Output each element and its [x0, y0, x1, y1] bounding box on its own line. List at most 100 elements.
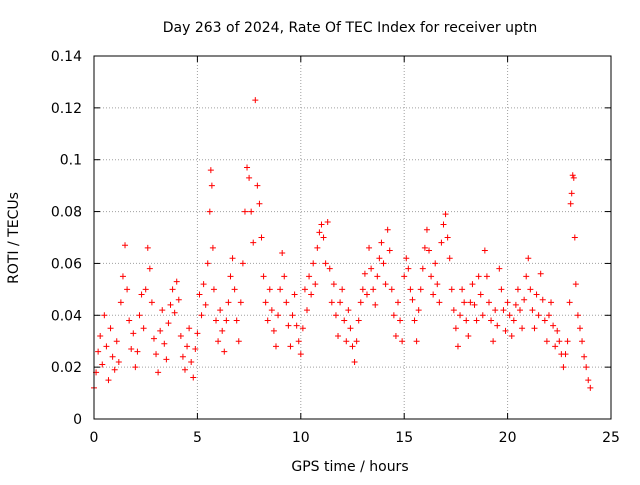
data-point [202, 301, 209, 308]
data-point [291, 291, 298, 298]
data-point [399, 338, 406, 345]
data-point [448, 286, 455, 293]
data-point [579, 338, 586, 345]
data-point [310, 260, 317, 267]
data-point [567, 200, 574, 207]
data-point [241, 208, 248, 215]
data-point [250, 239, 257, 246]
data-point [527, 286, 534, 293]
data-point [184, 343, 191, 350]
data-point [318, 221, 325, 228]
data-point [330, 281, 337, 288]
data-point [574, 312, 581, 319]
data-point [177, 333, 184, 340]
data-point [351, 358, 358, 365]
y-tick-label: 0.02 [51, 360, 82, 376]
data-point [366, 244, 373, 251]
data-point [272, 343, 279, 350]
data-point [388, 286, 395, 293]
data-point [142, 286, 149, 293]
data-point [171, 309, 178, 316]
data-point [225, 299, 232, 306]
data-point [332, 312, 339, 319]
data-point [492, 307, 499, 314]
data-point [436, 299, 443, 306]
data-point [512, 301, 519, 308]
data-point [380, 260, 387, 267]
data-point [428, 273, 435, 280]
data-point [155, 369, 162, 376]
data-point [471, 301, 478, 308]
data-point [571, 234, 578, 241]
data-point [188, 358, 195, 365]
data-point [207, 167, 214, 174]
data-point [328, 299, 335, 306]
y-tick-label: 0.1 [60, 153, 82, 169]
data-point [192, 345, 199, 352]
data-point [341, 317, 348, 324]
data-point [223, 317, 230, 324]
data-point [285, 322, 292, 329]
data-point [283, 299, 290, 306]
data-point [415, 307, 422, 314]
data-point [576, 325, 583, 332]
data-point [246, 174, 253, 181]
data-point [209, 244, 216, 251]
data-point [343, 338, 350, 345]
data-point [227, 273, 234, 280]
data-point [587, 384, 594, 391]
data-point [382, 281, 389, 288]
data-point [423, 226, 430, 233]
data-point [566, 299, 573, 306]
axis-ticks: 0 5 10 15 20 25 0 0.02 0.04 0.06 0.08 0.1 0.12 0.14 [51, 49, 620, 446]
data-point [113, 338, 120, 345]
data-point [372, 301, 379, 308]
y-tick-label: 0.06 [51, 256, 82, 272]
data-point [128, 345, 135, 352]
data-point [368, 265, 375, 272]
data-point [297, 351, 304, 358]
data-point [124, 286, 131, 293]
data-point [440, 221, 447, 228]
data-point [376, 255, 383, 262]
data-point [132, 364, 139, 371]
data-point [347, 325, 354, 332]
data-point [397, 317, 404, 324]
data-point [314, 244, 321, 251]
data-point [281, 273, 288, 280]
data-point [525, 255, 532, 262]
data-point [502, 327, 509, 334]
data-point [465, 333, 472, 340]
data-point [552, 343, 559, 350]
data-point [514, 286, 521, 293]
data-point [270, 327, 277, 334]
data-point [196, 291, 203, 298]
data-point [266, 286, 273, 293]
data-point [386, 247, 393, 254]
x-tick-label: 25 [602, 430, 620, 446]
data-point [560, 364, 567, 371]
data-point [173, 278, 180, 285]
data-point [326, 265, 333, 272]
data-point [419, 265, 426, 272]
data-point [409, 296, 416, 303]
y-tick-label: 0 [73, 412, 82, 428]
data-point [320, 234, 327, 241]
data-point [198, 312, 205, 319]
data-point [200, 281, 207, 288]
data-point [355, 317, 362, 324]
data-point [459, 286, 466, 293]
data-point [210, 286, 217, 293]
data-point [150, 335, 157, 342]
data-point [148, 299, 155, 306]
data-point [279, 250, 286, 257]
data-point [517, 307, 524, 314]
data-point [258, 234, 265, 241]
data-point [394, 299, 401, 306]
data-point [568, 190, 575, 197]
y-tick-label: 0.08 [51, 205, 82, 221]
data-point [101, 312, 108, 319]
data-point [550, 322, 557, 329]
data-point [109, 353, 116, 360]
data-point [159, 307, 166, 314]
